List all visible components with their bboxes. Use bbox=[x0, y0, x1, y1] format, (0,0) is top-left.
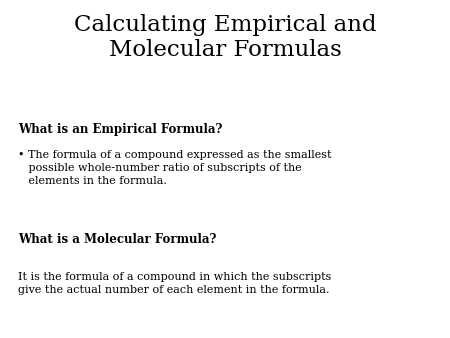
Text: What is a Molecular Formula?: What is a Molecular Formula? bbox=[18, 233, 216, 246]
Text: It is the formula of a compound in which the subscripts
give the actual number o: It is the formula of a compound in which… bbox=[18, 272, 331, 295]
Text: • The formula of a compound expressed as the smallest
   possible whole-number r: • The formula of a compound expressed as… bbox=[18, 150, 332, 186]
Text: What is an Empirical Formula?: What is an Empirical Formula? bbox=[18, 123, 222, 136]
Text: Calculating Empirical and
Molecular Formulas: Calculating Empirical and Molecular Form… bbox=[74, 14, 376, 61]
